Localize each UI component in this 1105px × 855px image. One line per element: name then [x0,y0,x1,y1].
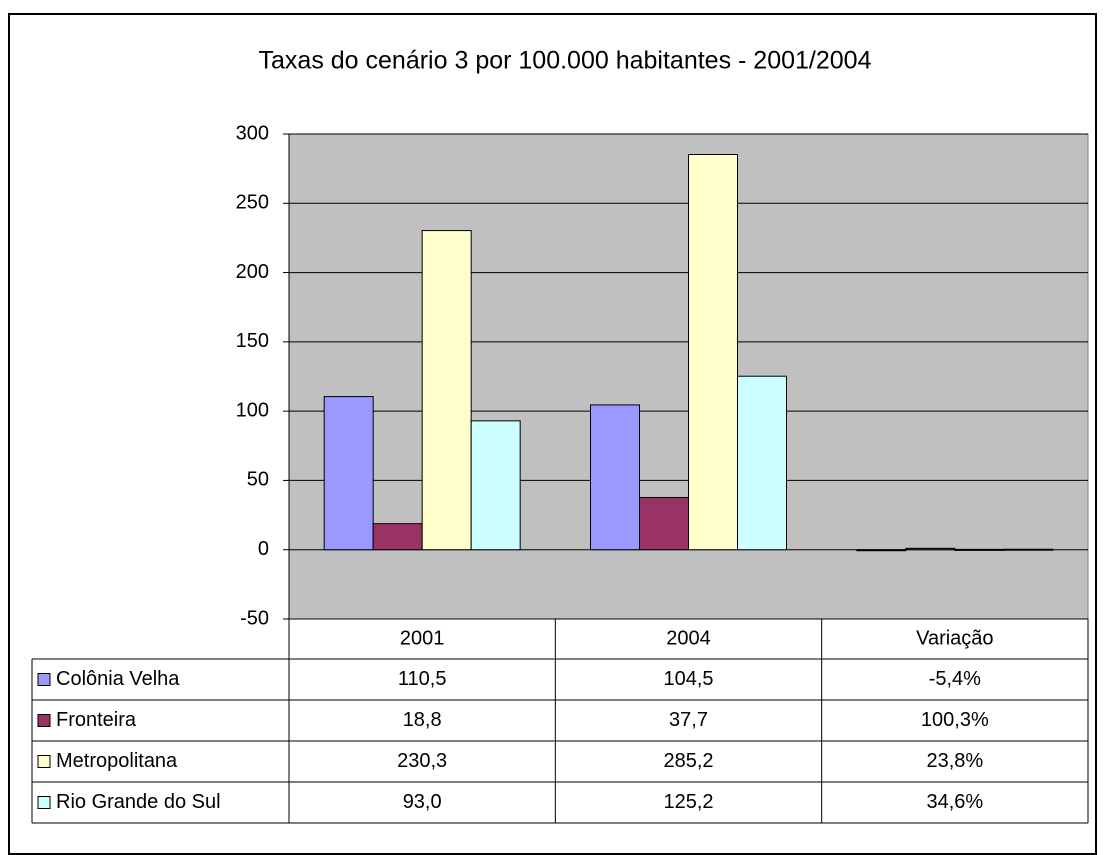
bar [856,549,907,552]
legend-label: Colônia Velha [56,668,180,690]
y-tick-label: 50 [247,469,269,491]
table-value: 230,3 [397,750,447,772]
bar [323,396,374,551]
y-tick-label: 200 [236,261,269,283]
table-value: 125,2 [663,791,713,813]
y-tick-label: -50 [240,607,269,629]
bar [590,404,640,551]
table-value: 110,5 [398,668,447,690]
x-tick-label: Variação [916,627,993,649]
x-tick-label: 2001 [400,627,445,649]
y-tick-label: 100 [236,399,269,421]
y-tick-label: 0 [258,538,269,560]
legend-key [37,673,51,686]
chart-title: Taxas do cenário 3 por 100.000 habitante… [259,47,872,75]
legend-label: Fronteira [56,709,137,731]
table-value: 285,2 [663,750,713,772]
table-value: -5,4% [929,668,981,690]
bar [470,420,521,551]
table-value: 37,7 [669,709,708,731]
bar [639,496,689,551]
legend-label: Metropolitana [56,750,178,772]
bar [905,547,956,551]
legend-key [37,796,51,809]
table-value: 34,6% [926,791,983,813]
legend-key [37,714,51,727]
y-tick-label: 300 [236,122,269,144]
table-value: 93,0 [403,791,442,813]
x-tick-label: 2004 [666,627,711,649]
bar [737,375,787,551]
legend-label: Rio Grande do Sul [56,791,221,813]
table-value: 100,3% [921,709,989,731]
bar [1003,548,1054,551]
bar [688,154,738,551]
bar [954,548,1005,551]
table-value: 23,8% [926,750,983,772]
table-value: 104,5 [663,668,713,690]
bar [372,523,423,551]
y-tick-label: 150 [236,330,269,352]
bar [421,230,472,551]
y-tick-label: 250 [236,192,269,214]
legend-key [37,755,51,768]
table-value: 18,8 [403,709,442,731]
